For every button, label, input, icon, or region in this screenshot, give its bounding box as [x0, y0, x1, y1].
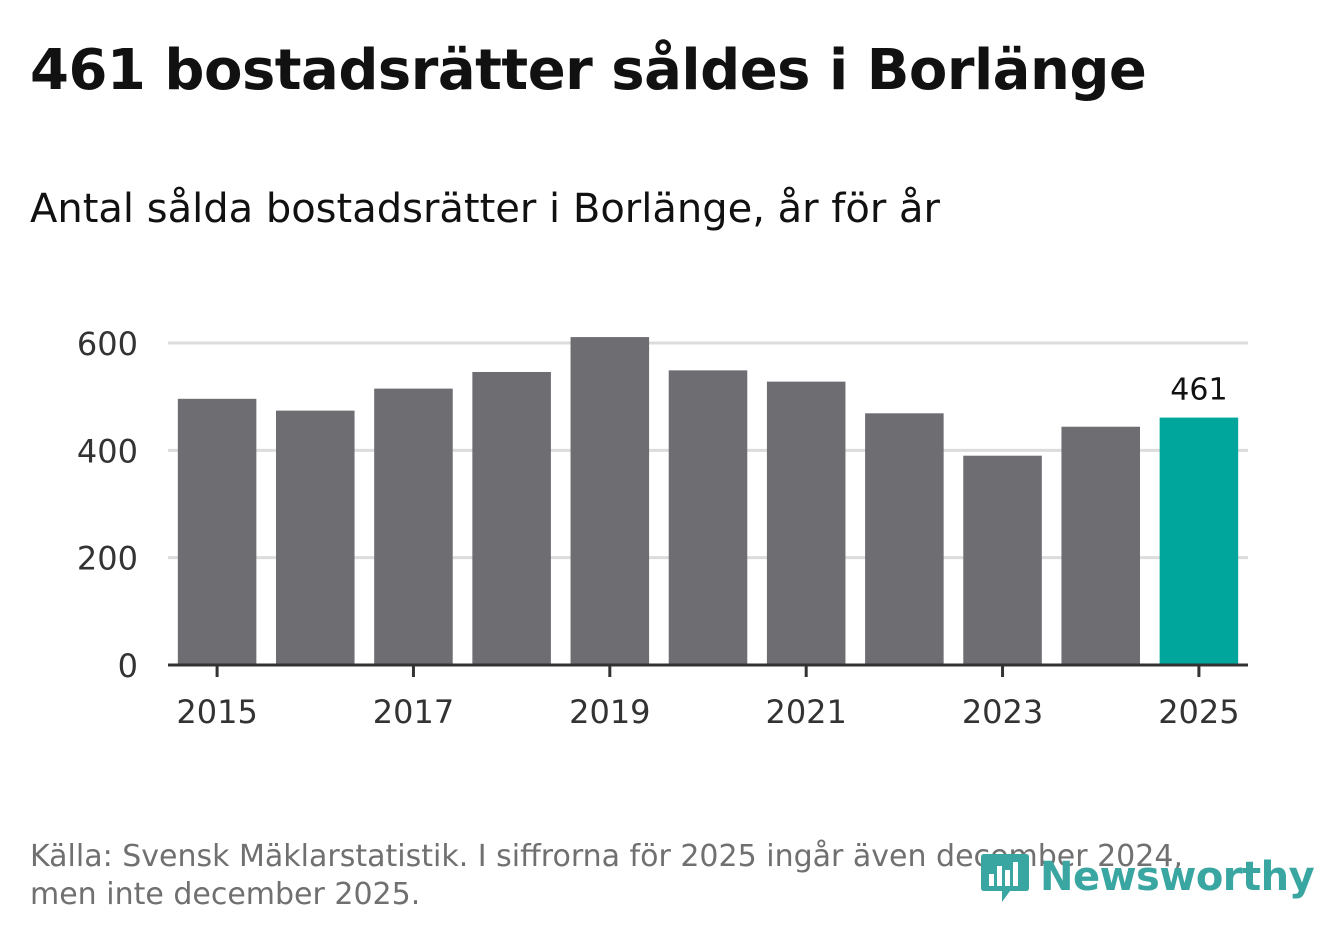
bar-chart: 0 200 400 600 461 2015 2017 2019 2021 2023 2025: [77, 325, 1248, 731]
bar-2019: [570, 337, 650, 665]
newsworthy-logo: Newsworthy: [980, 848, 1315, 906]
bar-2020: [668, 370, 748, 665]
bar-2025: [1159, 417, 1239, 665]
chart-title: 461 bostadsrätter såldes i Borlänge: [30, 38, 1147, 103]
x-tick-label: 2025: [1158, 693, 1239, 731]
y-axis-ticks: 0 200 400 600: [77, 325, 138, 685]
data-labels: 461: [1170, 373, 1227, 408]
bar-2015: [177, 398, 257, 665]
y-tick-label: 200: [77, 540, 138, 578]
x-tick-label: 2023: [962, 693, 1043, 731]
bar-2017: [374, 388, 453, 665]
x-tick-label: 2019: [569, 693, 650, 731]
brand-name: Newsworthy: [1040, 854, 1315, 900]
y-tick-label: 400: [77, 432, 138, 470]
data-label: 461: [1170, 373, 1227, 408]
bar-2022: [865, 413, 944, 665]
bar-2021: [766, 381, 846, 665]
bar-2018: [472, 371, 551, 665]
x-tick-label: 2015: [176, 693, 257, 731]
chart-subtitle: Antal sålda bostadsrätter i Borlänge, år…: [30, 186, 940, 232]
bars: [177, 337, 1239, 665]
y-tick-label: 600: [77, 325, 138, 363]
y-tick-label: 0: [118, 647, 138, 685]
bar-2016: [276, 410, 355, 665]
x-axis: 2015 2017 2019 2021 2023 2025: [168, 663, 1248, 731]
newsworthy-logo-icon: [981, 854, 1029, 902]
bar-2023: [963, 455, 1042, 665]
x-tick-label: 2021: [765, 693, 846, 731]
x-tick-label: 2017: [373, 693, 454, 731]
bar-2024: [1061, 426, 1140, 665]
source-line-2: men inte december 2025.: [30, 877, 421, 912]
